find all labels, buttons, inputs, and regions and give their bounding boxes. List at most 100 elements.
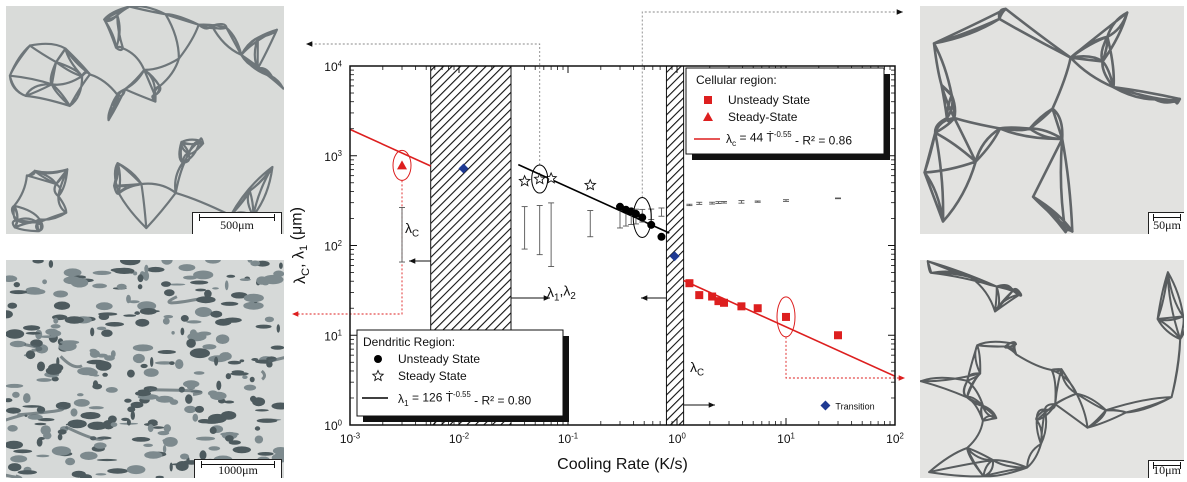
x-tick-label: 100 <box>668 431 686 446</box>
legend-label-steady: Steady-State <box>728 110 798 124</box>
micrograph-particle <box>199 450 207 460</box>
micrograph-particle <box>77 393 84 397</box>
micrograph-particle <box>92 283 107 289</box>
micrograph-particle <box>131 437 151 442</box>
micrograph-network <box>6 295 284 478</box>
micrograph-particle <box>13 449 33 454</box>
data-point-square <box>720 298 729 307</box>
micrograph-particle <box>190 280 209 285</box>
micrograph-particle <box>161 281 171 287</box>
micrograph-particle <box>171 331 175 335</box>
y-tick-label: 104 <box>324 59 342 74</box>
micrograph-particle <box>205 260 221 264</box>
micrograph-particle <box>168 283 186 286</box>
micrograph-particle <box>193 371 205 375</box>
micrograph-particle <box>210 310 223 318</box>
micrograph-particle <box>144 264 149 273</box>
micrograph-particle <box>239 359 245 363</box>
data-point-circle <box>657 232 666 241</box>
micrograph-particle <box>262 274 284 285</box>
micrograph-particle <box>175 359 184 370</box>
micrograph-particle <box>60 340 80 345</box>
scale-bar-label: 50μm <box>1153 218 1181 232</box>
micrograph-particle <box>92 374 100 377</box>
micrograph-particle <box>157 431 170 436</box>
micrograph-particle <box>162 317 170 325</box>
micrograph-particle <box>239 278 251 281</box>
data-point-square <box>708 292 717 301</box>
micrograph-particle <box>36 454 50 458</box>
micrograph-particle <box>214 356 219 366</box>
micrograph-particle <box>169 399 179 405</box>
micrograph-particle <box>202 344 217 350</box>
legend-marker-unsteady <box>704 96 712 104</box>
legend-label-steady: Steady State <box>398 369 467 383</box>
micrograph-particle <box>70 277 89 288</box>
micrograph-particle <box>90 327 95 337</box>
micrograph-particle <box>204 289 212 298</box>
data-point-circle <box>647 220 656 229</box>
micrograph-particle <box>34 422 47 426</box>
x-tick-label: 10-1 <box>558 431 578 446</box>
connector-bottom-right <box>785 336 905 381</box>
micrograph-particle <box>98 313 110 320</box>
micrograph-particle <box>9 290 28 295</box>
micrograph-particle <box>243 301 264 310</box>
micrograph-particle <box>57 429 67 435</box>
micrograph-particle <box>27 414 43 420</box>
micrograph-bottom-left: 1000μm <box>6 260 284 478</box>
micrograph-particle <box>194 307 213 317</box>
micrograph-particle <box>139 308 157 315</box>
micrograph-particle <box>80 451 98 460</box>
micrograph-particle <box>157 350 176 354</box>
micrograph-particle <box>162 439 168 443</box>
x-axis-label: Cooling Rate (K/s) <box>557 456 688 473</box>
data-point-square <box>685 279 694 288</box>
micrograph-particle <box>144 451 163 459</box>
fit-line-1 <box>517 163 670 234</box>
legend-marker-steady <box>371 369 385 382</box>
micrograph-particle <box>23 393 31 404</box>
legend-title: Dendritic Region: <box>363 335 455 349</box>
scale-bar-label: 10μm <box>1153 463 1181 477</box>
x-tick-label: 10-2 <box>449 431 469 446</box>
micrograph-particle <box>49 330 62 337</box>
micrograph-bottom-right: 10μm <box>920 260 1184 478</box>
micrograph-particle <box>73 399 90 407</box>
micrograph-particle <box>96 458 118 462</box>
micrograph-particle <box>162 445 167 454</box>
y-tick-label: 102 <box>324 239 342 254</box>
micrograph-particle <box>163 424 171 433</box>
micrograph-particle <box>36 290 42 293</box>
micrograph-particle <box>101 329 113 337</box>
micrograph-particle <box>183 275 198 280</box>
data-point-triangle <box>397 160 408 170</box>
micrograph-particle <box>9 340 27 348</box>
micrograph-particle <box>178 264 196 272</box>
micrograph-particle <box>271 402 284 410</box>
micrograph-particle <box>7 425 18 432</box>
legend-label-unsteady: Unsteady State <box>398 352 480 366</box>
micrograph-particle <box>92 270 112 275</box>
micrograph-particle <box>104 355 115 361</box>
micrograph-particle <box>107 468 128 474</box>
micrograph-particle <box>257 452 274 456</box>
micrograph-particle <box>137 284 143 290</box>
micrograph-particle <box>135 318 150 327</box>
micrograph-particle <box>127 406 136 413</box>
micrograph-particle <box>250 395 257 403</box>
micrograph-particle <box>7 302 18 309</box>
micrograph-particle <box>17 470 37 475</box>
x-tick-label: 10-3 <box>340 431 360 446</box>
micrograph-particle <box>37 418 55 422</box>
data-point-star <box>518 174 532 187</box>
micrograph-particle <box>220 301 239 306</box>
micrograph-network <box>920 260 1184 478</box>
micrograph-particle <box>10 455 28 463</box>
micrograph-particle <box>197 331 212 336</box>
micrograph-particle <box>224 280 229 291</box>
micrograph-network <box>923 7 1182 234</box>
micrograph-particle <box>264 316 274 323</box>
micrograph-particle <box>108 417 116 423</box>
micrograph-particle <box>195 436 216 441</box>
